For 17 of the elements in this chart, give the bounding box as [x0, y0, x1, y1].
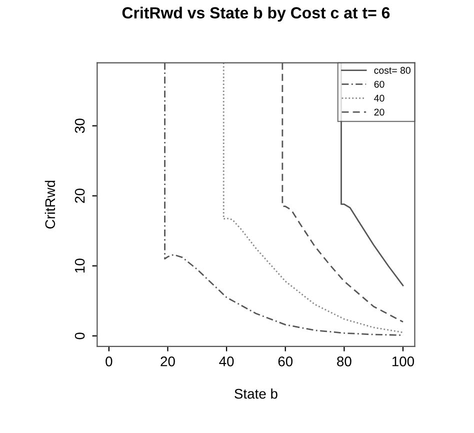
legend-label: 60	[374, 80, 384, 88]
x-tick-label: 0	[106, 356, 112, 366]
x-tick-label: 80	[337, 356, 352, 366]
x-axis-title: State b	[234, 388, 278, 399]
x-tick-label: 60	[278, 356, 293, 366]
x-tick-label: 100	[392, 356, 414, 366]
y-tick-label: 30	[74, 118, 85, 134]
legend-label: 40	[374, 94, 384, 102]
chart-title: CritRwd vs State b by Cost c at t= 6	[122, 6, 390, 22]
y-tick-label: 0	[74, 332, 85, 340]
x-tick-label: 20	[160, 356, 175, 366]
y-tick-label: 20	[74, 188, 85, 203]
legend-label: cost= 80	[374, 66, 410, 74]
y-axis-title: CritRwd	[44, 180, 56, 229]
legend-label: 20	[374, 108, 384, 116]
y-tick-label: 10	[74, 258, 85, 273]
x-tick-label: 40	[219, 356, 234, 366]
